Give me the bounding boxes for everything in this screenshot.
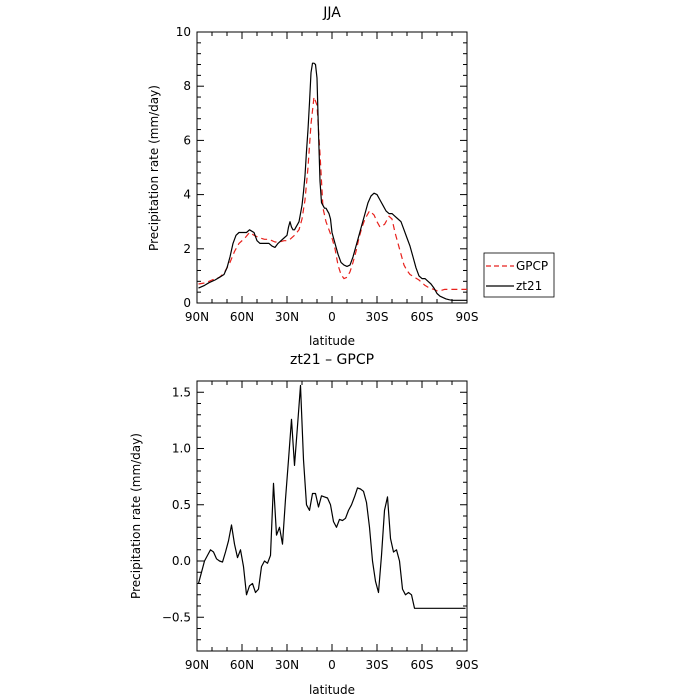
series-line-difference [197,384,466,609]
legend-label-zt21: zt21 [516,279,542,293]
x-tick-label: 0 [328,658,336,672]
y-tick-label: 6 [183,133,191,147]
chart-title: zt21 – GPCP [290,352,374,368]
y-tick-label: 0.5 [172,498,191,512]
chart-title: JJA [322,5,341,21]
x-tick-label: 90N [185,310,209,324]
y-tick-label: 1.5 [172,385,191,399]
difference-plot-area: 90N 60N 30N 0 30S 60S 90S −0.5 0.0 0.5 1.0 1.5 [162,380,479,672]
x-tick-label: 60N [230,310,254,324]
x-tick-label: 60S [411,658,434,672]
x-tick-label: 90S [456,310,479,324]
y-tick-label: 2 [183,242,191,256]
x-tick-label: 30S [366,310,389,324]
y-tick-label: 8 [183,79,191,93]
x-tick-label: 0 [328,310,336,324]
y-tick-label: 1.0 [172,442,191,456]
y-tick-label: 10 [176,25,191,39]
x-axis-label: latitude [309,683,355,697]
legend: GPCP zt21 [483,252,555,298]
series-line-zt21 [198,62,467,301]
difference-panel: zt21 – GPCP 90N 60N 30N 0 30S 60S 90S −0.5 0.0 0.… [129,352,478,697]
jja-plot-area: 90N 60N 30N 0 30S 60S 90S 0 2 4 6 8 10 [176,25,479,324]
series-line-gpcp [198,96,467,292]
jja-panel: JJA 90N 60N 30N 0 30S 60S 90S 0 2 4 6 8 10 Precipita… [147,5,478,348]
x-tick-label: 30N [275,310,299,324]
y-axis-label: Precipitation rate (mm/day) [129,433,143,599]
x-tick-label: 60N [230,658,254,672]
y-tick-label: 0 [183,296,191,310]
legend-box [483,252,555,298]
x-tick-label: 60S [411,310,434,324]
x-tick-label: 30N [275,658,299,672]
y-axis-label: Precipitation rate (mm/day) [147,85,161,251]
legend-label-gpcp: GPCP [516,259,548,273]
y-tick-label: 0.0 [172,554,191,568]
plot-frame [196,31,468,304]
x-tick-label: 90S [456,658,479,672]
x-axis-label: latitude [309,334,355,348]
x-tick-label: 30S [366,658,389,672]
y-tick-label: 4 [183,188,191,202]
y-tick-label: −0.5 [162,610,191,624]
x-tick-label: 90N [185,658,209,672]
